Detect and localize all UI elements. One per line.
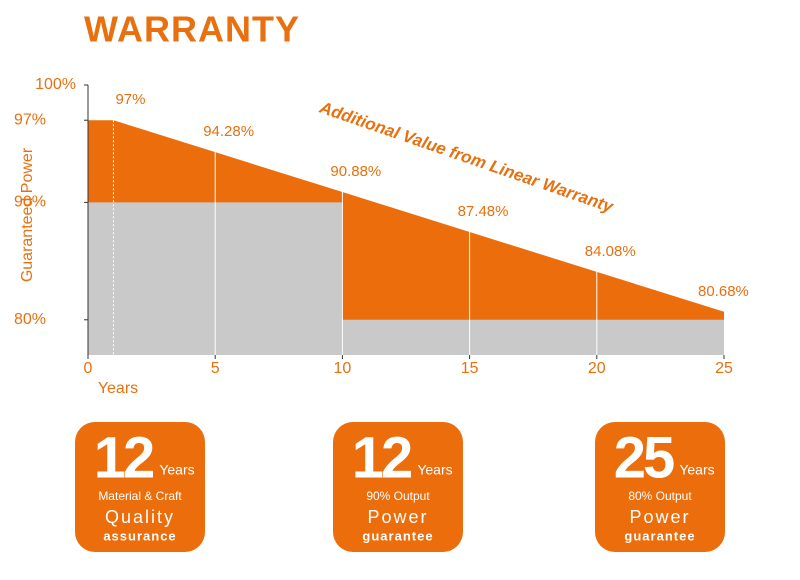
badge-line3: assurance [103,528,176,543]
data-label: 97% [115,91,145,108]
badge-line1: 80% Output [628,489,692,503]
badge-line3: guarantee [362,528,433,543]
y-axis-label: Guaranteed Power [19,147,36,282]
y-tick-label: 100% [35,76,76,93]
badge-unit: Years [679,462,714,478]
step-area [88,202,724,355]
y-tick-label: 90% [14,194,46,211]
x-tick-label: 25 [715,360,733,377]
x-tick-label: 10 [334,360,352,377]
badge-unit: Years [159,462,194,478]
data-label: 84.08% [585,243,636,260]
badge-line1: Material & Craft [98,489,182,503]
badge-number: 12 [94,425,153,490]
chart-title: WARRANTY [84,9,300,50]
x-tick-label: 5 [211,360,220,377]
badge-line2: Power [629,507,690,527]
badge-box [333,422,463,552]
data-label: 80.68% [698,283,749,300]
badge-line2: Quality [105,507,175,527]
badge-box [595,422,725,552]
x-axis-label: Years [98,380,138,397]
badge-line1: 90% Output [366,489,430,503]
badge-box [75,422,205,552]
y-tick-label: 97% [14,111,46,128]
y-tick-label: 80% [14,311,46,328]
data-label: 94.28% [203,123,254,140]
x-tick-label: 0 [84,360,93,377]
badge-number: 25 [614,425,674,490]
x-tick-label: 20 [588,360,606,377]
data-label: 90.88% [330,163,381,180]
badge-number: 12 [352,425,411,490]
badge-line2: Power [367,507,428,527]
badge-line3: guarantee [624,528,695,543]
x-tick-label: 15 [461,360,479,377]
badge-unit: Years [417,462,452,478]
data-label: 87.48% [458,203,509,220]
